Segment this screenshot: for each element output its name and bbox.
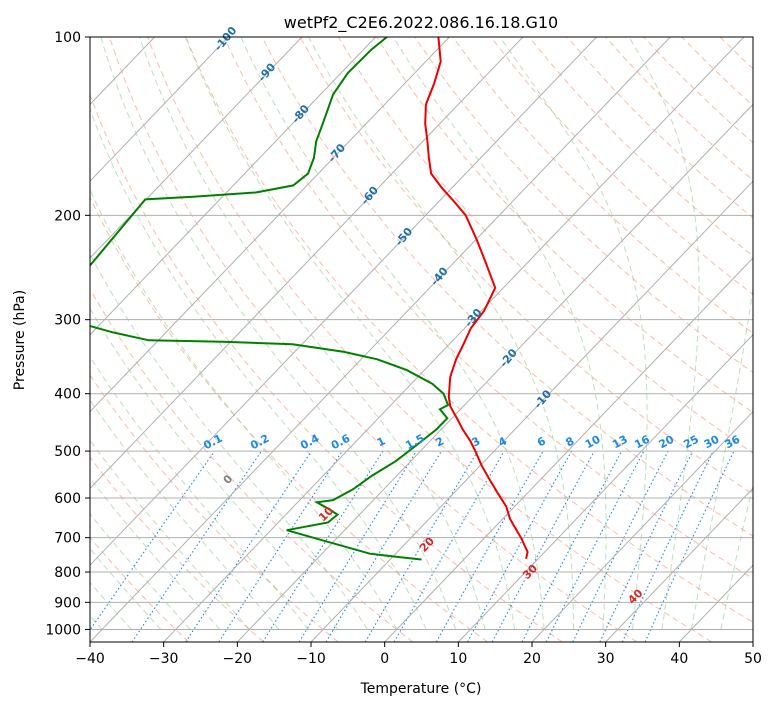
isotherm-line [163, 37, 745, 642]
isotherm-line [310, 180, 753, 642]
mixing-ratio-line [131, 450, 262, 642]
guide-lines [90, 37, 753, 642]
plot-frame [89, 36, 754, 643]
moist-adiabat-line [628, 37, 700, 630]
x-axis-title: Temperature (°C) [360, 681, 482, 697]
mixing-ratio-label: 16 [632, 433, 652, 452]
isotherm-line [90, 37, 450, 413]
mixing-ratio-line [467, 450, 573, 642]
y-tick-label: 800 [54, 565, 81, 581]
dry-adiabat-line [452, 37, 753, 334]
isotherm-line [531, 410, 753, 642]
y-tick-label: 1000 [45, 622, 81, 638]
x-tick-label: 0 [380, 651, 389, 667]
mixing-ratio-label: 30 [702, 433, 722, 452]
y-tick-label: 200 [54, 208, 81, 224]
y-axis: 100 200 300 400 500 600 700 800 900 1000 [45, 30, 90, 638]
y-tick-label: 900 [54, 595, 81, 611]
y-tick-label: 400 [54, 387, 81, 403]
dry-adiabat-line [376, 37, 753, 414]
x-tick-label: 50 [744, 651, 762, 667]
plot-area [90, 37, 753, 642]
dewpoint-line [90, 324, 450, 561]
x-tick-label: −10 [296, 651, 326, 667]
x-axis: −40 −30 −20 −10 0 10 20 30 40 50 [75, 642, 762, 667]
moist-adiabat-line [240, 37, 545, 630]
dry-adiabat-line [90, 196, 488, 642]
moist-adiabat-line [90, 188, 398, 630]
mixing-ratio-label: 10 [583, 432, 603, 451]
dry-adiabat-line [299, 37, 753, 495]
chart-title: wetPf2_C2E6.2022.086.16.18.G10 [284, 13, 558, 33]
moist-adiabat-line [499, 37, 648, 630]
isotherm-line [236, 103, 753, 642]
dry-adiabat-line [90, 456, 264, 642]
moist-adiabat-line [90, 107, 427, 630]
isotherm-line [90, 37, 671, 642]
dry-adiabat-line [490, 37, 753, 295]
moist-adiabat-line [90, 307, 339, 630]
temperature-line [424, 37, 529, 560]
mixing-ratio-line [545, 450, 645, 642]
mixing-ratio-line [218, 450, 343, 642]
isotherm-line [90, 37, 229, 182]
isotherm-line [90, 37, 376, 336]
grid-lines [90, 37, 753, 642]
isotherm-line [384, 257, 753, 642]
isotherm-line [90, 37, 597, 566]
isotherm-line [457, 334, 753, 642]
x-tick-label: 10 [449, 651, 467, 667]
x-tick-label: −20 [223, 651, 253, 667]
y-axis-title: Pressure (hPa) [12, 290, 28, 390]
isotherm-line [90, 37, 303, 259]
dry-adiabat-line [185, 37, 753, 623]
x-tick-label: −30 [149, 651, 179, 667]
mixing-ratio-label: 36 [723, 433, 743, 452]
mixing-ratio-line [262, 450, 384, 642]
moist-adiabat-line [139, 37, 486, 630]
y-tick-label: 600 [54, 491, 81, 507]
moist-adiabat-line [90, 355, 309, 630]
mixing-ratio-line [90, 450, 216, 632]
dry-adiabat-line [147, 37, 712, 642]
mixing-ratio-line [572, 450, 669, 642]
x-tick-label: −40 [75, 651, 105, 667]
moist-adiabat-line [690, 284, 753, 630]
moist-adiabat-line [90, 253, 368, 630]
mixing-ratio-line [435, 450, 544, 642]
moist-adiabat-line [392, 37, 607, 630]
mixing-ratio-label: 20 [657, 432, 677, 451]
moist-adiabat-line [90, 581, 132, 630]
mixing-ratio-line [185, 450, 312, 642]
isotherm-line [605, 487, 753, 642]
moist-adiabat-line [185, 37, 516, 630]
mixing-ratio-line [325, 450, 442, 642]
dry-adiabat-line [414, 37, 753, 374]
y-tick-label: 300 [54, 313, 81, 329]
dewpoint-line [90, 37, 388, 267]
y-tick-label: 100 [54, 30, 81, 46]
dry-adiabat-line [90, 93, 563, 642]
y-tick-label: 500 [54, 444, 81, 460]
mixing-ratio-line [298, 450, 418, 642]
mixing-ratio-label: 25 [681, 433, 701, 452]
x-tick-label: 20 [523, 651, 541, 667]
mixing-ratio-label: 13 [610, 433, 630, 452]
x-tick-label: 40 [670, 651, 688, 667]
y-tick-label: 700 [54, 531, 81, 547]
x-tick-label: 30 [597, 651, 615, 667]
data-series [90, 37, 529, 561]
moist-adiabat-line [90, 439, 250, 630]
moist-adiabat-line [720, 482, 753, 630]
moist-adiabat-line [90, 399, 280, 630]
